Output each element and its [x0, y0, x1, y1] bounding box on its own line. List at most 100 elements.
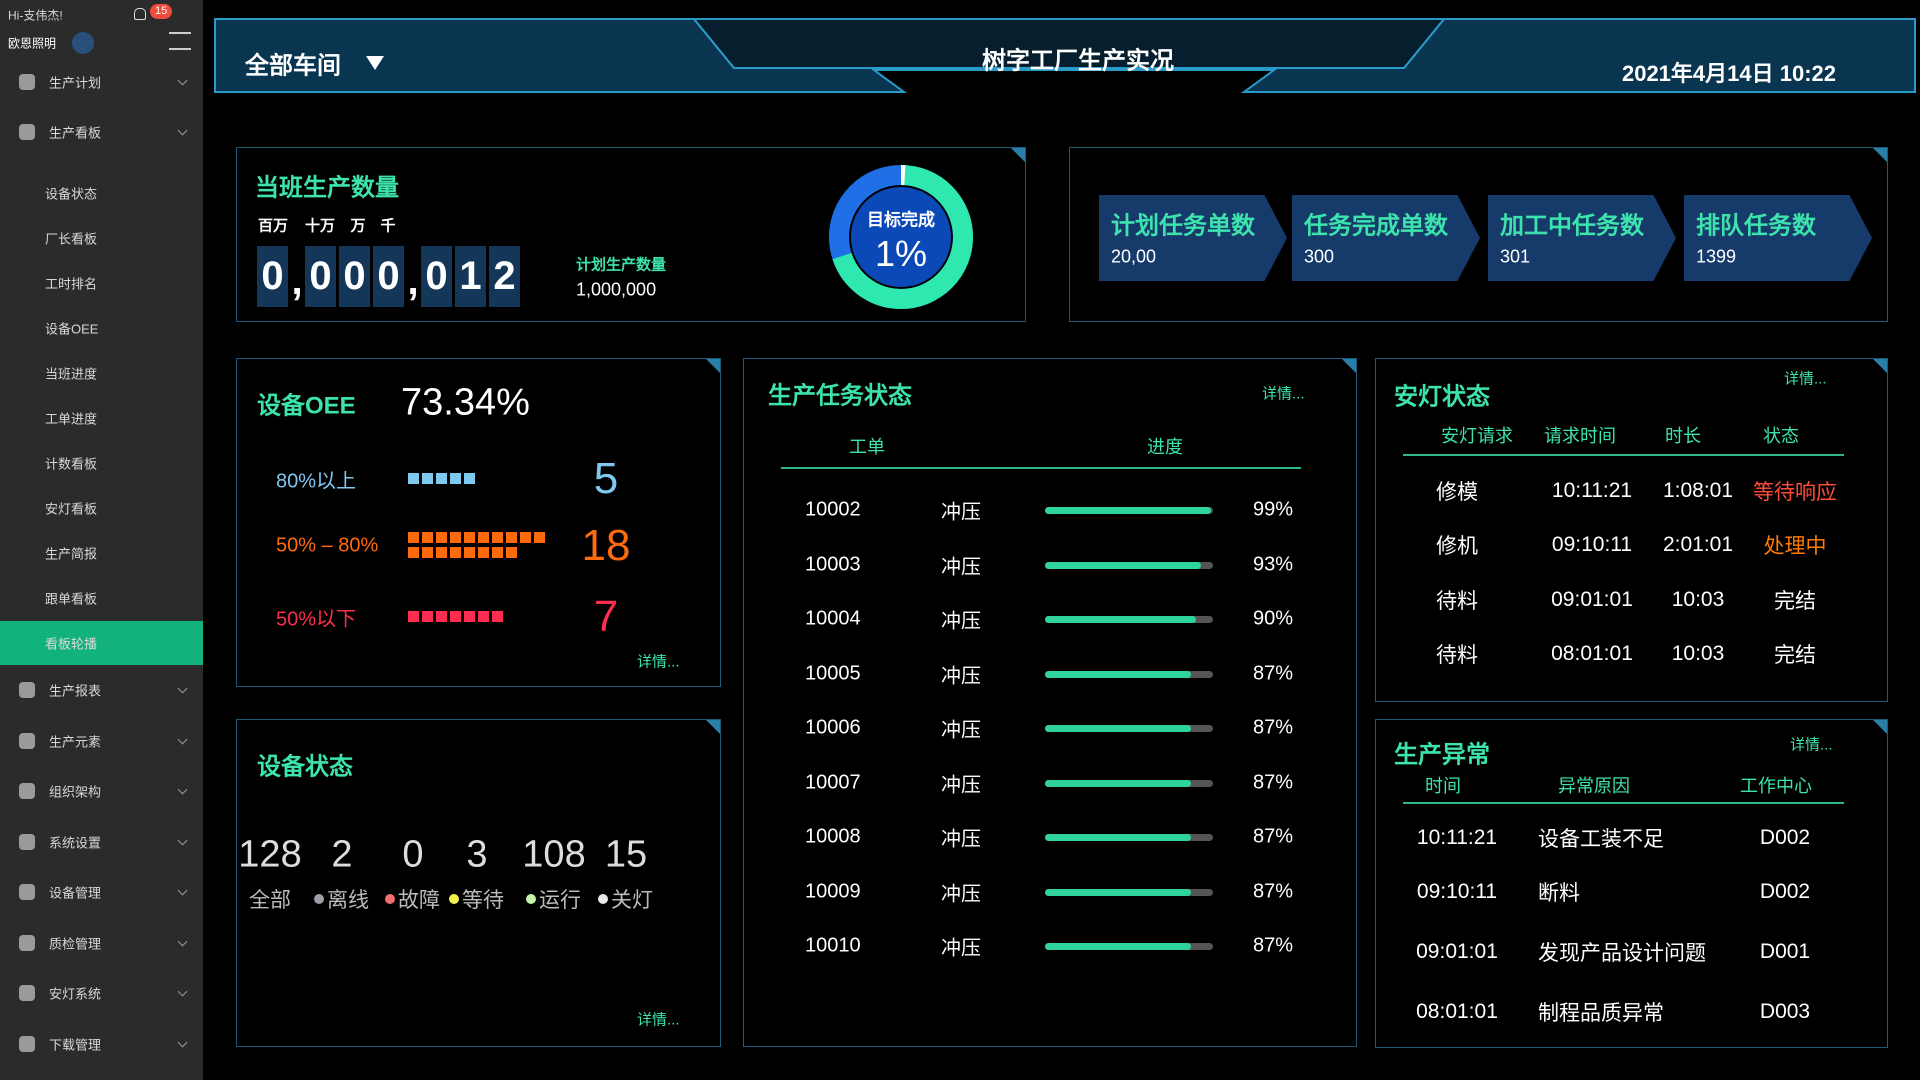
menu-item[interactable]: 生产简报 — [45, 546, 98, 562]
device-label: 故障 — [398, 889, 440, 912]
menu-item[interactable]: 工单进度 — [45, 411, 98, 427]
active-highlight — [0, 621, 203, 665]
collapse-icon[interactable] — [169, 32, 191, 50]
oee-block — [450, 532, 461, 543]
device-count: 3 — [466, 833, 488, 876]
menu-item[interactable]: 设备状态 — [45, 186, 98, 202]
andon-cell: 09:01:01 — [1551, 588, 1633, 611]
andon-cell: 10:11:21 — [1551, 479, 1633, 502]
task-panel: 生产任务状态 详情... 工单 进度 10002 冲压 99% 10003 冲压 93% 10004… — [743, 358, 1357, 1047]
exception-reason: 发现产品设计问题 — [1538, 942, 1706, 965]
menu-item[interactable]: 当班进度 — [45, 366, 98, 382]
menu-item[interactable]: 安灯看板 — [45, 501, 98, 517]
andon-cell: 等待响应 — [1753, 481, 1837, 504]
menu-item[interactable]: 设备管理 — [49, 885, 102, 901]
progress-label: 90% — [1252, 607, 1293, 630]
more-link[interactable]: 详情... — [1784, 370, 1827, 388]
exception-reason: 制程品质异常 — [1538, 1002, 1664, 1025]
panel-title: 设备OEE — [257, 392, 356, 420]
progress-bar — [1045, 670, 1192, 678]
more-link[interactable]: 详情... — [637, 1011, 680, 1029]
more-link[interactable]: 详情... — [1262, 385, 1305, 403]
summary-card[interactable]: 任务完成单数 300 — [1292, 195, 1480, 281]
summary-card[interactable]: 加工中任务数 301 — [1488, 195, 1676, 281]
summary-panel: 计划任务单数 20,00 任务完成单数 300 加工中任务数 301 排队任务数 1399 — [1069, 147, 1888, 322]
menu-item[interactable]: 跟单看板 — [45, 591, 98, 607]
column-header: 异常原因 — [1558, 776, 1630, 796]
process: 冲压 — [941, 937, 981, 960]
andon-cell: 处理中 — [1763, 535, 1827, 558]
andon-panel: 安灯状态 详情... 安灯请求 请求时间 时长 状态 修模 10:11:21 1:08:01 等待… — [1375, 358, 1888, 702]
chevron — [177, 683, 188, 694]
oee-block — [408, 473, 419, 484]
menu-item[interactable]: 生产看板 — [49, 125, 102, 141]
menu-item[interactable]: 设备OEE — [45, 321, 99, 337]
andon-cell: 修模 — [1436, 481, 1478, 504]
plan-value: 1,000,000 — [576, 279, 657, 300]
menu-item[interactable]: 厂长看板 — [45, 231, 98, 247]
more-link[interactable]: 详情... — [1790, 736, 1833, 754]
progress-bar — [1045, 943, 1192, 950]
column-header: 时间 — [1425, 776, 1461, 796]
oee-block — [422, 473, 433, 484]
status-dot — [449, 894, 459, 904]
column-header: 时长 — [1665, 426, 1701, 446]
oee-block — [408, 532, 419, 543]
oee-range: 50% – 80% — [276, 534, 379, 557]
panel-title: 设备状态 — [257, 753, 353, 781]
order-id: 10010 — [805, 934, 861, 957]
panel-title: 安灯状态 — [1394, 383, 1490, 411]
menu-item[interactable]: 系统设置 — [49, 835, 102, 850]
oee-block — [492, 532, 503, 543]
exception-time: 09:01:01 — [1416, 940, 1498, 963]
menu-item[interactable]: 生产计划 — [49, 75, 102, 91]
oee-block — [520, 532, 531, 543]
menu-item[interactable]: 生产报表 — [49, 683, 102, 699]
oee-block — [422, 547, 433, 558]
badge[interactable]: 15 — [150, 4, 173, 19]
order-id: 10006 — [805, 716, 861, 739]
device-count: 15 — [604, 833, 648, 876]
menu-item[interactable]: 质检管理 — [49, 936, 102, 951]
digit-separator: , — [291, 259, 303, 303]
menu-item[interactable]: 生产元素 — [49, 734, 102, 749]
progress-bar — [1045, 561, 1202, 569]
exception-time: 09:10:11 — [1416, 880, 1498, 903]
device-label: 离线 — [327, 889, 369, 912]
panel-title: 生产异常 — [1394, 741, 1490, 769]
menu-item[interactable]: 计数看板 — [45, 456, 98, 472]
andon-cell: 10:03 — [1671, 642, 1725, 665]
header-frame — [214, 18, 1916, 93]
menu-item[interactable]: 看板轮播 — [45, 636, 98, 652]
oee-block — [534, 532, 545, 543]
oee-block — [450, 611, 461, 622]
more-link[interactable]: 详情... — [637, 653, 680, 671]
header-rule — [1403, 454, 1844, 456]
status-dot — [385, 894, 395, 904]
summary-card[interactable]: 计划任务单数 20,00 — [1099, 195, 1287, 281]
workshop-select[interactable]: 全部车间 — [245, 52, 341, 80]
greeting: Hi-支伟杰! — [8, 8, 63, 23]
oee-count: 7 — [593, 592, 619, 641]
menu-item[interactable]: 安灯系统 — [49, 986, 102, 1002]
progress-bar — [1045, 507, 1212, 514]
menu-icon — [19, 934, 35, 951]
summary-value: 1399 — [1696, 246, 1737, 267]
menu-item[interactable]: 下载管理 — [49, 1037, 102, 1052]
menu-item[interactable]: 组织架构 — [49, 784, 102, 800]
summary-card[interactable]: 排队任务数 1399 — [1684, 195, 1872, 281]
work-center: D003 — [1759, 1000, 1811, 1023]
company: 欧恩照明 — [8, 36, 57, 51]
progress-label: 87% — [1252, 825, 1293, 848]
progress-bar — [1045, 616, 1197, 623]
chevron — [177, 885, 188, 896]
digit-unit: 十万 — [304, 217, 336, 235]
progress-bar — [1045, 725, 1192, 732]
menu-item[interactable]: 工时排名 — [45, 276, 98, 292]
summary-value: 301 — [1500, 246, 1531, 267]
oee-panel: 设备OEE 73.34% 80%以上 5 50% – 80% 18 50%以下 7 详情... — [236, 358, 721, 687]
oee-block — [464, 473, 475, 484]
target-donut — [829, 165, 973, 309]
oee-count: 5 — [593, 454, 619, 503]
